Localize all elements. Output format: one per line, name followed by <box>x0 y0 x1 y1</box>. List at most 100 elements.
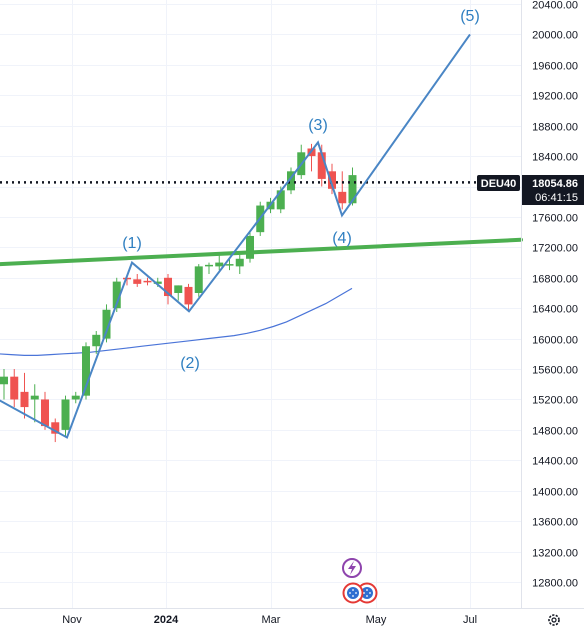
candle <box>246 232 254 263</box>
trend-line <box>0 237 523 267</box>
candle-body <box>71 395 80 400</box>
candle-body <box>215 262 224 267</box>
candle <box>205 262 213 274</box>
candle <box>215 254 224 271</box>
candle <box>30 384 39 423</box>
candle-body <box>328 171 336 189</box>
last-price-tag: 18054.86 06:41:15 <box>522 175 584 205</box>
earth-flag-icon[interactable] <box>342 582 378 604</box>
candle-body <box>20 391 29 408</box>
candle-body <box>41 399 49 427</box>
candle <box>184 283 193 313</box>
instrument-tag: DEU40 <box>477 175 520 191</box>
elliott-wave-path <box>0 33 471 439</box>
candle <box>92 331 101 354</box>
candle-body <box>133 279 142 284</box>
candle-body <box>194 266 203 293</box>
candle-body <box>287 171 295 191</box>
candle-body <box>276 190 285 210</box>
candle-body <box>10 376 19 400</box>
grid-lines <box>0 0 521 608</box>
price-tick-label: 19200.00 <box>532 91 578 103</box>
candle <box>328 163 336 195</box>
candle <box>71 391 80 404</box>
candle <box>287 167 295 195</box>
candle <box>225 258 234 271</box>
price-tick-label: 16000.00 <box>532 335 578 347</box>
candles <box>0 143 357 443</box>
candle-body <box>153 281 162 284</box>
price-tick-label: 20000.00 <box>532 30 578 42</box>
price-tick-label: 20400.00 <box>532 0 578 12</box>
price-tick-label: 16400.00 <box>532 304 578 316</box>
candle-body <box>92 334 101 347</box>
candle <box>174 285 183 301</box>
candle <box>10 369 19 408</box>
candle <box>61 395 70 438</box>
candle <box>41 391 49 430</box>
elliott-wave-label: (3) <box>308 117 328 134</box>
candle <box>20 372 29 419</box>
price-tick-label: 18800.00 <box>532 122 578 134</box>
candle <box>143 277 152 286</box>
candle-body <box>30 395 39 400</box>
time-tick-label: Jul <box>463 614 477 626</box>
candle-body <box>348 175 357 204</box>
elliott-wave-label: (1) <box>122 235 142 252</box>
elliott-wave-labels: (1) (2) (3) (4) (5) <box>122 8 480 372</box>
candle-body <box>143 280 152 283</box>
last-price-value: 18054.86 <box>532 178 578 190</box>
candle <box>133 273 142 287</box>
candle-body <box>102 309 111 339</box>
candle-body <box>0 376 8 385</box>
candle-body <box>174 285 183 293</box>
price-tick-label: 13600.00 <box>532 517 578 529</box>
candle <box>235 254 244 274</box>
candle-body <box>51 422 60 434</box>
time-axis: Nov 2024 Mar May Jul <box>62 614 477 626</box>
moving-average-line <box>0 287 353 356</box>
candle-body <box>235 258 244 267</box>
price-tick-label: 19600.00 <box>532 61 578 73</box>
instrument-label: DEU40 <box>481 178 516 190</box>
candle-body <box>61 399 70 430</box>
time-tick-label: Mar <box>262 614 281 626</box>
candle-body <box>205 264 213 267</box>
gear-icon[interactable] <box>548 614 560 626</box>
price-tick-label: 14800.00 <box>532 426 578 438</box>
candle-body <box>338 191 347 204</box>
candle <box>164 273 172 305</box>
candle-body <box>246 235 254 259</box>
candle <box>338 171 347 210</box>
price-tick-label: 17200.00 <box>532 243 578 255</box>
candle-body <box>317 152 326 179</box>
lightning-icon[interactable] <box>342 558 362 578</box>
elliott-wave-label: (4) <box>332 230 352 247</box>
time-tick-label: 2024 <box>154 614 179 626</box>
time-tick-label: May <box>366 614 387 626</box>
candle-body <box>225 264 234 266</box>
candle-body <box>184 286 193 305</box>
candle-body <box>82 346 90 396</box>
time-tick-label: Nov <box>62 614 82 626</box>
candle <box>0 369 8 400</box>
candle <box>82 342 90 400</box>
price-axis: 20400.00 20000.00 19600.00 19200.00 18800.00… <box>532 0 578 590</box>
candle <box>194 264 203 297</box>
bar-countdown: 06:41:15 <box>535 192 578 204</box>
price-tick-label: 12800.00 <box>532 578 578 590</box>
price-tick-label: 18400.00 <box>532 152 578 164</box>
elliott-wave-label: (5) <box>460 8 480 25</box>
price-tick-label: 14000.00 <box>532 487 578 499</box>
elliott-wave-label: (2) <box>180 355 200 372</box>
price-tick-label: 14400.00 <box>532 456 578 468</box>
candle <box>102 304 111 343</box>
price-tick-label: 15200.00 <box>532 395 578 407</box>
price-tick-label: 13200.00 <box>532 548 578 560</box>
price-tick-label: 17600.00 <box>532 213 578 225</box>
price-tick-label: 16800.00 <box>532 274 578 286</box>
candle-body <box>164 277 172 297</box>
candle-body <box>112 281 121 309</box>
price-tick-label: 15600.00 <box>532 365 578 377</box>
